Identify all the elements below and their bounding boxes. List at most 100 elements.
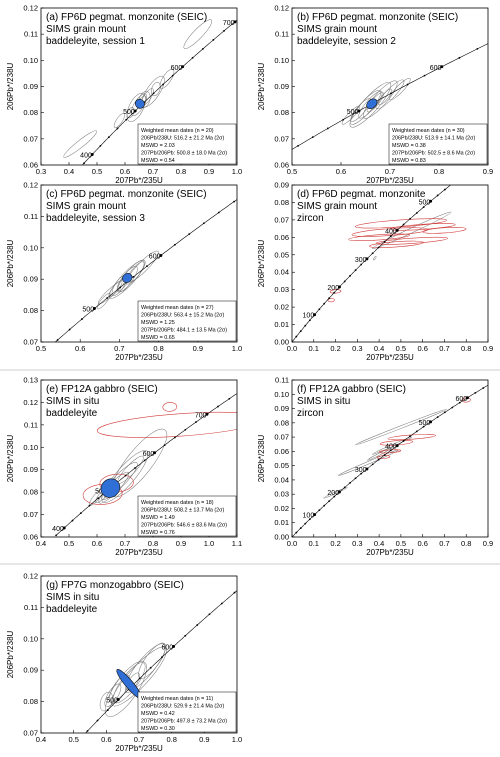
concordia-tick-dot — [443, 411, 446, 414]
y-tick-label: 0.09 — [274, 181, 289, 190]
concordia-tick-dot — [124, 474, 127, 477]
stats-line: 206Pb/238U: 508.2 ± 13.7 Ma (2σ) — [141, 508, 225, 514]
stats-line: 206Pb/238U: 529.9 ± 21.4 Ma (2σ) — [141, 704, 225, 710]
y-tick-label: 0.10 — [23, 443, 38, 452]
y-tick-label: 0.10 — [23, 634, 38, 643]
analysis-ellipse — [373, 256, 377, 261]
analysis-ellipse — [337, 449, 399, 476]
analysis-ellipse — [109, 674, 130, 704]
y-tick-label: 0.10 — [274, 390, 289, 399]
concordia-tick-dot — [304, 522, 307, 525]
stats-line: MSWD = 0.65 — [141, 335, 175, 341]
stats-line: 206Pb/238U: 563.4 ± 15.2 Ma (2σ) — [141, 313, 225, 319]
analysis-ellipse — [183, 19, 213, 49]
axes-frame — [291, 379, 489, 538]
concordia-tick-dot — [422, 425, 425, 428]
concordia-tick-dot — [233, 591, 236, 594]
plot-area: 400 500 600 700 — [52, 382, 254, 537]
age-marker — [365, 257, 369, 261]
stats-box — [137, 691, 237, 733]
stats-line: 207Pb/206Pb: 497.8 ± 73.2 Ma (2σ) — [141, 719, 227, 725]
y-tick-label: 0.11 — [24, 30, 38, 39]
stats-line: MSWD = 0.76 — [141, 530, 175, 536]
concordia-tick-dot — [67, 751, 69, 753]
analysis-ellipse — [99, 691, 113, 712]
concordia-tick-dot — [173, 243, 176, 246]
y-tick-label: 0.09 — [23, 465, 38, 474]
stats-line: MSWD = 1.25 — [141, 320, 175, 326]
concordia-tick-dot — [495, 39, 497, 41]
concordia-tick-dot — [308, 319, 311, 322]
analysis-ellipse — [113, 113, 125, 128]
concordia-tick-dot — [402, 223, 405, 226]
panel-title-line: baddeleyite — [46, 408, 98, 419]
age-marker — [395, 228, 399, 232]
y-tick-label: 0.04 — [274, 475, 289, 484]
x-tick-label: 0.2 — [330, 539, 340, 548]
x-tick-label: 0.6 — [417, 539, 427, 548]
concordia-tick-dot — [125, 118, 128, 121]
concordia-tick-dot — [99, 144, 102, 147]
age-label: 600 — [162, 645, 174, 652]
age-marker — [233, 20, 237, 24]
concordia-tick-dot — [436, 194, 439, 197]
concordia-tick-dot — [458, 401, 461, 404]
panel-title-line: SIMS grain mount — [297, 24, 377, 35]
concordia-tick-dot — [318, 308, 321, 311]
x-tick-label: 0.5 — [92, 167, 102, 176]
y-tick-label: 0.12 — [23, 398, 38, 407]
stats-box — [137, 300, 237, 342]
stats-line: 207Pb/206Pb: 546.6 ± 83.6 Ma (2σ) — [141, 523, 227, 529]
age-label: 500 — [95, 489, 107, 496]
concordia-tick-dot — [132, 275, 135, 278]
panel-title-line: (a) FP6D pegmat. monzonite (SEIC) — [46, 12, 207, 23]
y-tick-label: 0.09 — [23, 82, 38, 91]
weighted-mean-ellipse — [366, 98, 378, 110]
discordant-ellipse — [348, 233, 410, 242]
plot-area: 500 600 — [292, 39, 497, 150]
concordia-tick-dot — [245, 12, 247, 14]
y-tick-label: 0.08 — [23, 488, 38, 497]
x-tick-label: 0.4 — [64, 167, 74, 176]
concordia-tick-dot — [146, 265, 148, 268]
stats-line: 206Pb/238U: 516.2 ± 21.2 Ma (2σ) — [141, 136, 225, 142]
analysis-ellipse — [367, 447, 391, 461]
analysis-ellipse — [349, 82, 392, 128]
panel-a: 400 500 600 700 0.3 0.4 0.5 0.6 0.7 0.8 0.9 1.0 0.06… — [6, 4, 247, 186]
x-tick-label: 0.9 — [204, 167, 214, 176]
x-tick-label: 0.6 — [75, 344, 85, 353]
y-tick-label: 0.00 — [274, 338, 289, 347]
concordia-tick-dot — [377, 458, 380, 461]
concordia-tick-dot — [252, 382, 254, 384]
x-tick-label: 0.5 — [396, 539, 406, 548]
concordia-tick-dot — [326, 127, 329, 130]
age-label: 500 — [123, 109, 135, 116]
x-tick-label: 0.8 — [461, 539, 471, 548]
concordia-tick-dot — [304, 324, 307, 327]
concordia-tick-dot — [79, 512, 82, 515]
concordia-tick-dot — [134, 467, 136, 469]
x-tick-label: 1.0 — [232, 735, 242, 744]
age-label: 400 — [385, 444, 397, 451]
y-axis-label: 206Pb*/238U — [257, 62, 266, 110]
concordia-tick-dot — [354, 269, 357, 272]
concordia-tick-dot — [217, 405, 219, 408]
y-tick-label: 0.11 — [275, 30, 289, 39]
panel-title-line: baddeleyite, session 3 — [46, 213, 145, 224]
stats-box — [388, 123, 488, 165]
x-tick-label: 0.9 — [483, 167, 493, 176]
concordia-tick-dot — [415, 430, 418, 433]
concordia-tick-dot — [318, 509, 321, 512]
concordia-tick-dot — [333, 495, 336, 498]
discordant-ellipse — [378, 449, 402, 454]
x-tick-label: 0.5 — [68, 735, 78, 744]
discordant-ellipse — [389, 223, 456, 231]
analysis-ellipse — [323, 487, 348, 499]
panel-title-line: SIMS grain mount — [46, 201, 126, 212]
concordia-tick-dot — [55, 534, 57, 537]
concordia-tick-dot — [249, 190, 251, 192]
concordia-tick-dot — [328, 500, 331, 503]
stats-box — [137, 123, 237, 165]
age-label: 100 — [303, 313, 315, 320]
concordia-tick-dot — [149, 666, 152, 669]
